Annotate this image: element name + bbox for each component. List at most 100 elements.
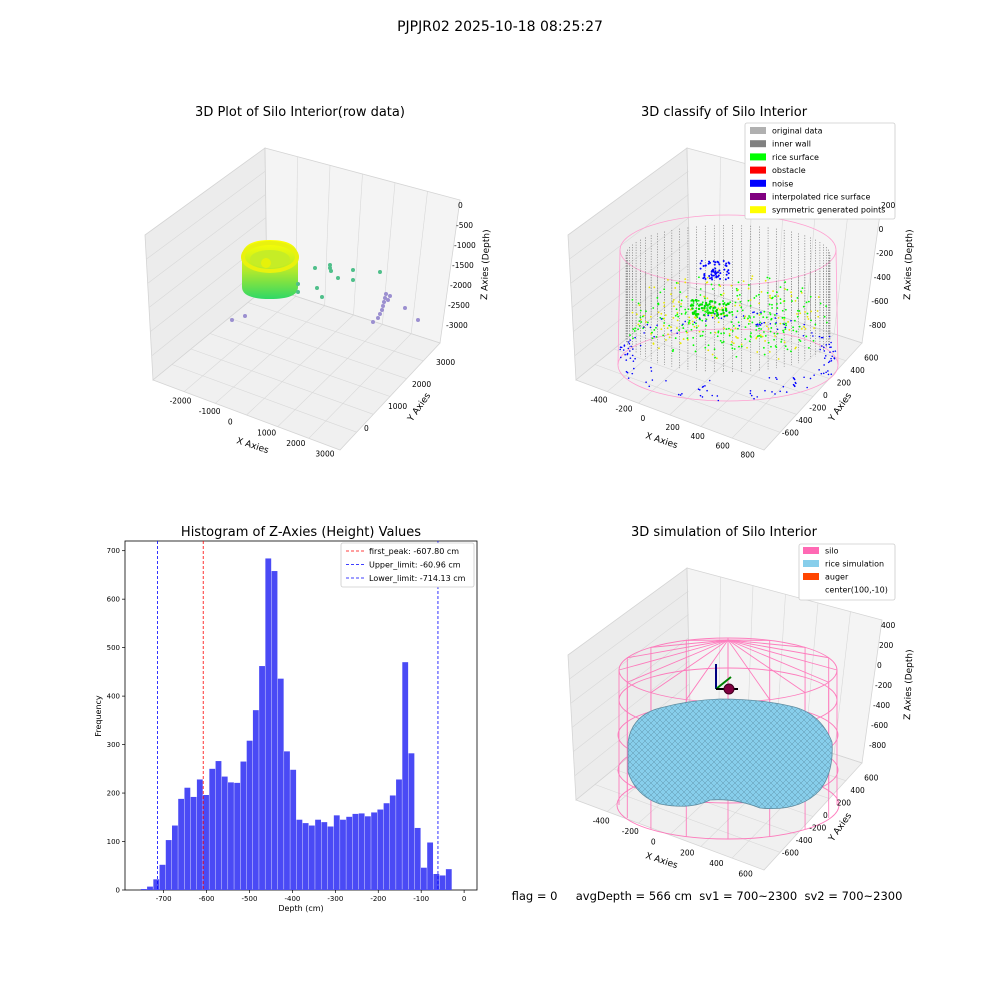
rice-surface-point [798,339,801,341]
noise-point [660,318,663,320]
rice-surface-point [722,300,724,302]
rice-surface-point [712,306,715,310]
noise-point [682,323,684,325]
z-tick-label: -2500 [448,301,470,310]
rice-surface-point [755,295,758,297]
rice-surface-point [690,328,693,331]
rice-surface-point [692,336,695,339]
rice-surface-point [800,327,803,330]
rice-surface-point [749,304,752,307]
noise-point [629,350,631,352]
y-tick-label: -200 [809,824,826,833]
rice-surface-point [652,343,655,345]
noise-point [828,335,831,338]
noise-point [803,376,805,379]
noise-point [774,317,777,319]
histogram-xlabel: Depth (cm) [278,904,323,913]
rice-surface-point [725,314,729,317]
x-tick-label: 1000 [257,428,276,437]
x-tick-label: 200 [666,423,681,432]
rice-surface-point [709,305,712,308]
noise-point [619,348,622,351]
rice-surface-point [737,298,740,300]
y-tick-label: 600 [864,773,879,782]
rice-surface-point [678,329,680,332]
rice-surface-point [702,330,704,333]
noise-point [718,263,721,266]
histogram-bar [427,842,434,890]
noise-point [717,274,720,277]
rice-surface-point [717,307,720,310]
rice-surface-point [817,296,820,298]
rice-surface-point [790,350,792,353]
rice-surface-point [748,320,751,323]
rice-surface-point [766,291,769,294]
rice-surface-point [688,316,691,319]
rice-surface-point [711,311,715,314]
legend-label: obstacle [772,166,806,175]
noise-point [834,350,837,352]
noise-point [634,336,636,339]
y-tick-label: 400 [107,693,120,701]
rice-surface-point [785,324,788,327]
panel-classify-xlabel: X Axies [644,431,679,451]
legend-swatch [750,153,766,161]
rice-surface-point [676,313,679,316]
rice-surface-point [631,311,634,314]
noise-point [758,323,761,326]
y-tick-label: -600 [782,429,799,438]
noise-point [813,374,815,376]
rice-surface-point [686,338,689,341]
noise-point [756,396,759,398]
y-tick-label: 600 [864,353,879,362]
z-tick-label: 0 [879,225,884,234]
noise-point [784,326,787,329]
rice-surface-point [694,298,698,302]
noise-point [774,393,776,395]
rice-surface-point [787,321,789,323]
noise-point [670,329,672,332]
rice-surface-point [750,332,752,335]
noise-point [704,264,707,267]
noise-point [681,392,683,395]
noise-point [650,366,652,369]
noise-point [727,277,730,280]
rice-surface-point [748,340,751,343]
histogram-bar [215,761,222,890]
noise-point [769,323,772,325]
rice-surface-point [792,326,795,329]
legend-label: auger [825,573,849,582]
rice-surface-point [768,303,771,306]
noise-point [825,344,828,346]
noise-point [699,262,702,265]
histogram-ylabel: Frequency [94,695,103,737]
y-tick-label: 600 [107,596,120,604]
rice-surface-point [772,290,774,293]
rice-surface-point [806,315,809,318]
panel-classify-3d: 3D classify of Silo Interior original da… [567,105,915,459]
rice-surface-point [713,348,716,351]
noise-point [738,324,741,327]
noise-point [625,370,628,373]
noise-point [783,323,785,326]
noise-point [726,270,729,273]
rice-surface-point [655,335,658,338]
rice-surface-point [776,332,779,335]
y-tick-label: 0 [116,887,120,895]
noise-point [756,312,759,315]
noise-point [768,376,771,379]
noise-point [634,357,636,360]
rice-surface-point [741,309,744,312]
noise-point [775,312,778,315]
rice-surface-point [751,275,754,278]
rice-surface-point [657,302,659,305]
y-tick-label: 0 [823,811,828,820]
legend-swatch [750,127,766,134]
rice-surface-point [720,332,723,335]
histogram-bar [190,796,197,890]
noise-point [757,325,759,327]
legend-swatch [750,179,766,187]
noise-point [756,323,759,326]
noise-point [818,335,821,338]
x-tick-label: -200 [622,827,639,836]
